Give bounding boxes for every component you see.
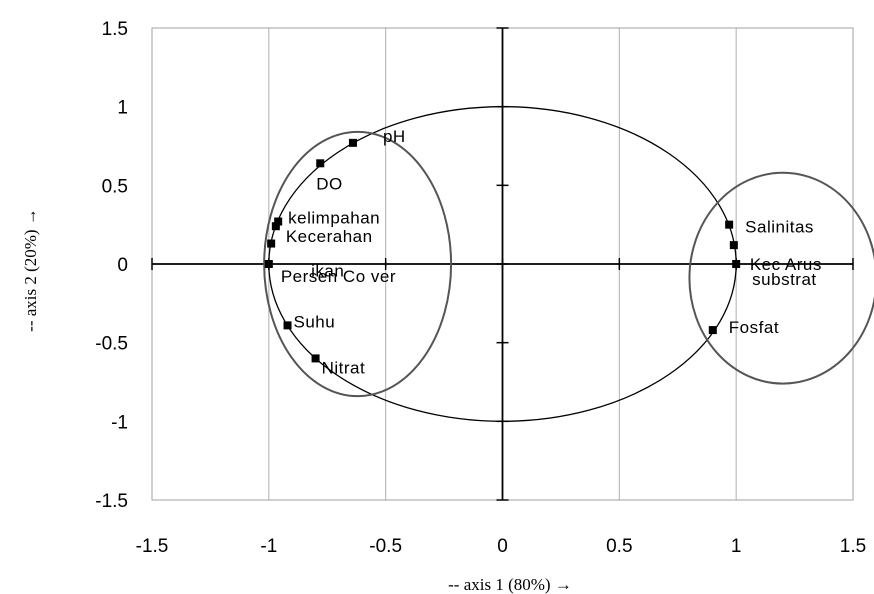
data-point [274,217,283,226]
x-tick-label: -1 [260,536,277,557]
data-point [271,222,280,231]
y-tick-labels: 1.5 1 0.5 0 -0.5 -1 -1.5 [95,19,128,512]
data-point [708,326,717,335]
variable-label: DO [316,174,343,193]
variable-label: Kecerahan [286,227,373,246]
variable-label: Suhu [294,312,336,331]
x-axis-title: -- axis 1 (80%) → [448,575,572,594]
data-points [264,138,741,363]
data-point [267,239,276,248]
x-tick-label: 0.5 [606,536,632,557]
x-tick-labels: -1.5 -1 -0.5 0 0.5 1 1.5 [136,536,867,557]
data-point [725,220,734,229]
data-point [348,138,357,147]
x-tick-label: 1 [731,536,742,557]
y-tick-label: -1 [111,412,128,433]
variable-label: Salinitas [745,218,814,237]
variable-label: Kec Arus [750,255,822,274]
variable-label: pH [383,127,406,146]
variable-label: substrat [752,270,816,289]
variable-label: kelimpahan [288,209,380,228]
data-point [316,159,325,168]
x-tick-label: 1.5 [840,536,866,557]
axis-lines [151,27,854,501]
data-point [311,354,320,363]
x-tick-label: -0.5 [369,536,402,557]
y-tick-label: 0.5 [102,176,128,197]
group-ellipses [263,130,874,398]
x-tick-label: -1.5 [136,536,169,557]
data-point [264,260,273,268]
variable-label: Fosfat [729,318,779,337]
variable-label: Nitrat [322,358,366,377]
y-tick-label: 0 [117,255,128,276]
variable-label: ikan [311,262,344,281]
data-point [732,260,741,268]
y-tick-label: 1.5 [102,19,128,40]
data-point [729,241,738,250]
x-tick-label: 0 [497,536,508,557]
y-axis-title: -- axis 2 (20%) → [21,208,40,332]
y-tick-label: 1 [117,98,128,119]
y-tick-label: -0.5 [95,334,128,355]
data-point [283,321,292,330]
group-ellipse [263,130,453,398]
y-tick-label: -1.5 [95,491,128,512]
group-ellipse [688,171,874,385]
variable-label: Persen Co ver [281,267,396,286]
